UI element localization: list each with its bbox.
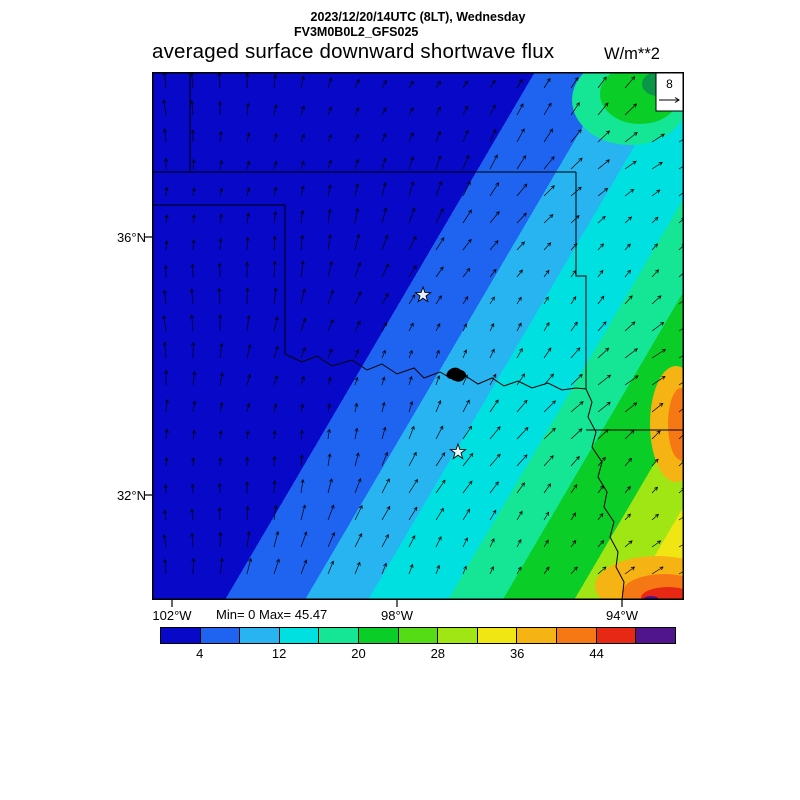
lake-shape — [446, 367, 467, 382]
colorbar-segment — [556, 627, 597, 644]
header-datetime: 2023/12/20/14UTC (8LT), Wednesday — [310, 10, 526, 24]
colorbar-segment — [397, 627, 439, 644]
lat-label-32n: 32°N — [116, 488, 146, 503]
plot-units-label: W/m**2 — [604, 45, 660, 63]
star-marker — [449, 442, 467, 460]
min-max-stats: Min= 0 Max= 45.47 — [216, 607, 328, 622]
colorbar-segment — [595, 627, 637, 644]
colorbar-segment — [516, 627, 558, 644]
colorbar-tick-label: 36 — [509, 646, 525, 661]
axis-ticks — [145, 236, 623, 607]
colorbar-segment — [437, 627, 478, 644]
colorbar-segment — [358, 627, 399, 644]
colorbar-segment — [160, 627, 201, 644]
header-model-id: FV3M0B0L2_GFS025 — [294, 25, 419, 39]
colorbar-labels: 4 12 20 28 36 44 — [160, 646, 676, 662]
state-borders — [152, 72, 684, 600]
colorbar-tick-label: 4 — [196, 646, 204, 661]
colorbar-segment — [278, 627, 320, 644]
lon-label-102w: 102°W — [152, 608, 192, 623]
colorbar-tick-label: 12 — [271, 646, 287, 661]
lat-label-36n: 36°N — [116, 230, 146, 245]
colorbar-segment — [476, 627, 518, 644]
ref-vector-arrow-icon — [659, 97, 680, 103]
colorbar-tick-label: 28 — [430, 646, 446, 661]
map-plot-area: 8 — [145, 72, 684, 607]
star-marker — [414, 285, 432, 303]
plot-title: averaged surface downward shortwave flux — [152, 40, 555, 63]
ref-vector-value: 8 — [666, 77, 673, 91]
map-frame-border — [152, 72, 684, 600]
colorbar-segment — [239, 627, 280, 644]
flux-field — [152, 72, 684, 600]
colorbar-tick-label: 44 — [589, 646, 604, 661]
colorbar-tick-label: 20 — [351, 646, 366, 661]
shortwave-flux-map: 8 — [145, 72, 684, 607]
map-field-layer — [152, 72, 684, 600]
colorbar-segment — [635, 627, 676, 644]
lon-label-94w: 94°W — [606, 608, 638, 623]
colorbar-segment — [318, 627, 360, 644]
lon-label-98w: 98°W — [381, 608, 413, 623]
colorbar — [160, 627, 676, 644]
wind-vector-arrows — [162, 72, 684, 575]
colorbar-segment — [199, 627, 241, 644]
